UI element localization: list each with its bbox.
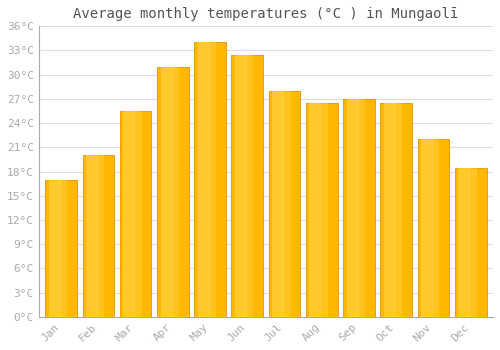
Bar	[421, 139, 433, 317]
Bar	[157, 66, 188, 317]
Bar	[282, 91, 290, 317]
Bar	[244, 55, 254, 317]
Bar	[46, 180, 77, 317]
Bar	[86, 155, 98, 317]
Bar	[418, 139, 450, 317]
Bar	[343, 99, 375, 317]
Bar	[380, 103, 412, 317]
Bar	[207, 42, 216, 317]
Bar	[272, 91, 284, 317]
Bar	[468, 168, 476, 317]
Bar	[160, 66, 172, 317]
Bar	[96, 155, 104, 317]
Bar	[194, 42, 226, 317]
Bar	[319, 103, 328, 317]
Title: Average monthly temperatures (°C ) in Mungaolī: Average monthly temperatures (°C ) in Mu…	[74, 7, 458, 21]
Bar	[120, 111, 152, 317]
Bar	[458, 168, 470, 317]
Bar	[455, 168, 486, 317]
Bar	[235, 55, 247, 317]
Bar	[346, 99, 358, 317]
Bar	[170, 66, 179, 317]
Bar	[430, 139, 440, 317]
Bar	[198, 42, 210, 317]
Bar	[306, 103, 338, 317]
Bar	[384, 103, 396, 317]
Bar	[58, 180, 67, 317]
Bar	[310, 103, 322, 317]
Bar	[268, 91, 300, 317]
Bar	[394, 103, 402, 317]
Bar	[82, 155, 114, 317]
Bar	[356, 99, 365, 317]
Bar	[133, 111, 141, 317]
Bar	[232, 55, 263, 317]
Bar	[49, 180, 61, 317]
Bar	[124, 111, 136, 317]
